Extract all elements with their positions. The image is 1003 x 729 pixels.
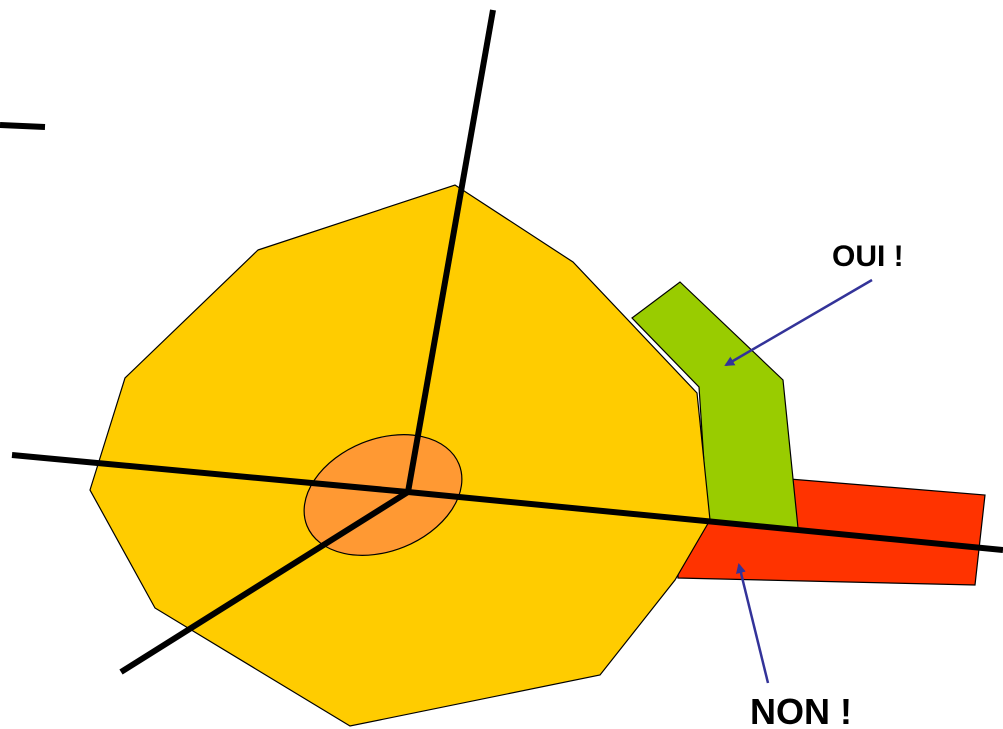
axis-line-lower-left <box>119 489 410 675</box>
axis-line-right <box>407 489 1003 553</box>
axis-line-upper <box>405 9 496 493</box>
no-label: NON ! <box>750 691 852 729</box>
no-arrow <box>736 563 770 684</box>
yes-label: OUI ! <box>832 240 904 273</box>
short-dash <box>0 122 46 130</box>
axis-line-left <box>11 452 409 495</box>
yes-arrow <box>724 278 873 367</box>
axis-lines <box>11 9 1003 675</box>
center-ellipse <box>303 434 463 556</box>
